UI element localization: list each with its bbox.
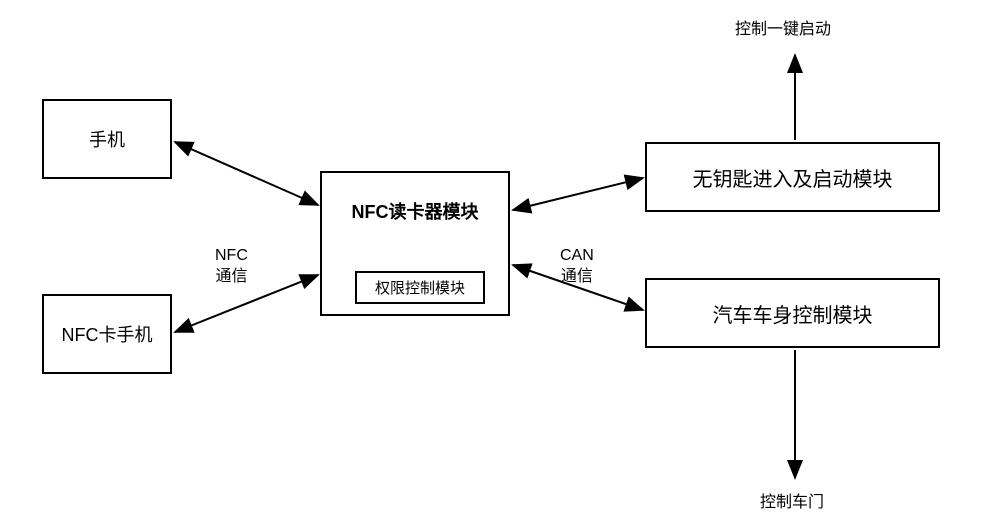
node-permission-control: 权限控制模块 — [355, 271, 485, 304]
node-body-control-label: 汽车车身控制模块 — [713, 299, 873, 328]
node-nfc-card-phone-label: NFC卡手机 — [62, 321, 153, 347]
node-phone-label: 手机 — [89, 126, 125, 152]
node-nfc-card-phone: NFC卡手机 — [42, 294, 172, 374]
label-can-comm: CAN 通信 — [560, 225, 594, 287]
node-permission-control-label: 权限控制模块 — [375, 277, 465, 298]
node-keyless-label: 无钥匙进入及启动模块 — [693, 163, 893, 192]
node-nfc-reader-label: NFC读卡器模块 — [352, 198, 479, 224]
label-bottom: 控制车门 — [760, 493, 824, 514]
node-body-control: 汽车车身控制模块 — [645, 278, 940, 348]
node-keyless: 无钥匙进入及启动模块 — [645, 142, 940, 212]
label-top: 控制一键启动 — [735, 20, 831, 41]
node-phone: 手机 — [42, 99, 172, 179]
label-nfc-comm: NFC 通信 — [215, 225, 248, 287]
